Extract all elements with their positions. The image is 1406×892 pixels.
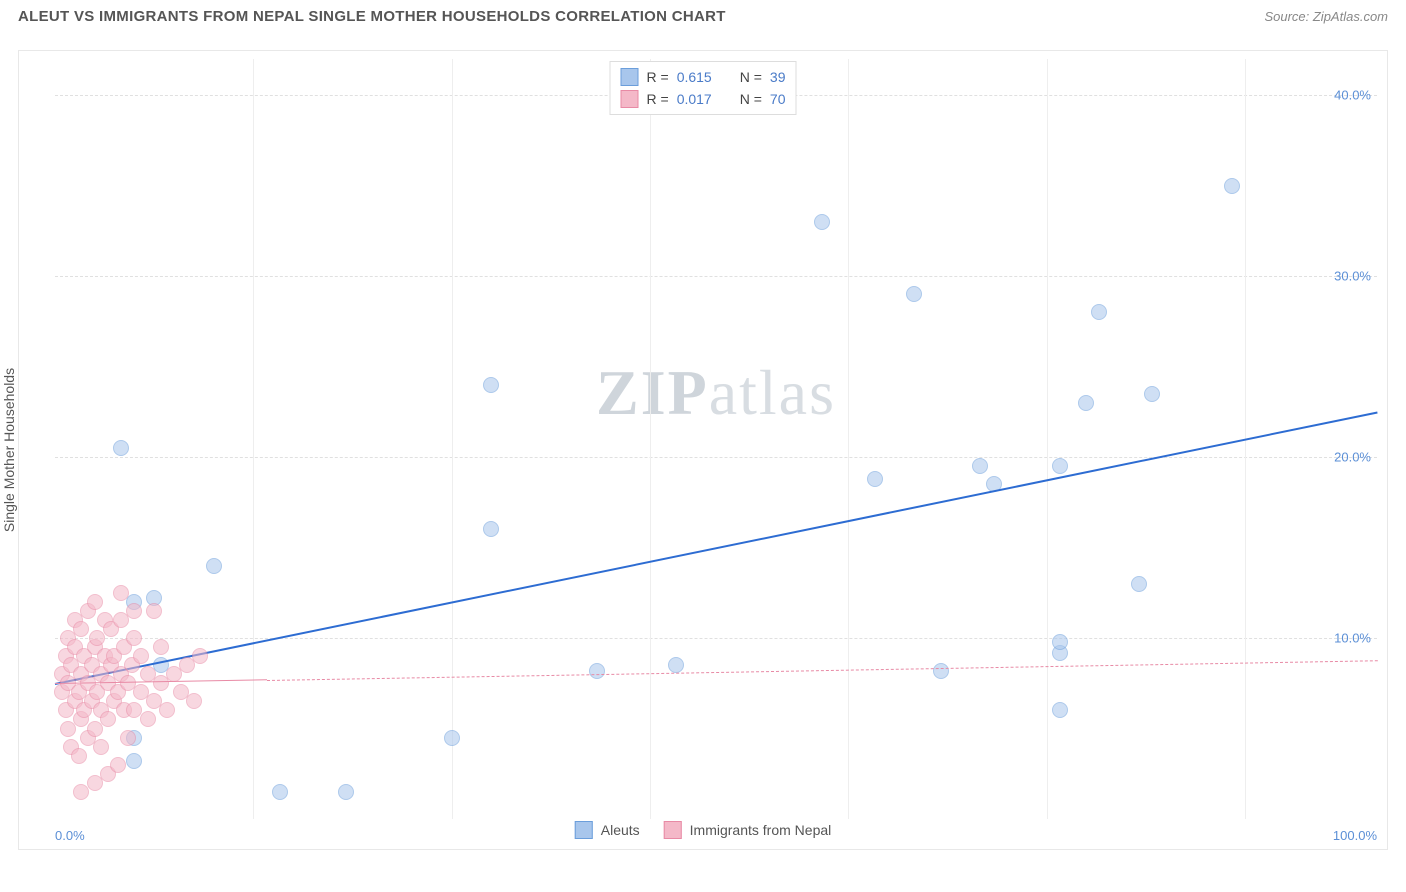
vgridline: [452, 59, 453, 819]
legend-swatch: [575, 821, 593, 839]
data-point: [206, 558, 222, 574]
data-point: [867, 471, 883, 487]
data-point: [1078, 395, 1094, 411]
data-point: [100, 711, 116, 727]
legend-stat-row: R = 0.615 N = 39: [621, 66, 786, 88]
r-label: R =: [647, 69, 669, 85]
data-point: [120, 730, 136, 746]
data-point: [159, 702, 175, 718]
legend-swatch: [621, 68, 639, 86]
x-axis-max: 100.0%: [1333, 828, 1377, 843]
vgridline: [253, 59, 254, 819]
legend-item: Immigrants from Nepal: [664, 821, 832, 839]
data-point: [444, 730, 460, 746]
r-value: 0.615: [677, 69, 712, 85]
data-point: [1052, 634, 1068, 650]
y-tick-label: 20.0%: [1334, 450, 1371, 465]
x-axis-min: 0.0%: [55, 828, 85, 843]
data-point: [1144, 386, 1160, 402]
y-tick-label: 40.0%: [1334, 88, 1371, 103]
legend-stats: R = 0.615 N = 39 R = 0.017 N = 70: [610, 61, 797, 115]
data-point: [113, 585, 129, 601]
data-point: [906, 286, 922, 302]
data-point: [71, 748, 87, 764]
vgridline: [848, 59, 849, 819]
data-point: [110, 757, 126, 773]
watermark: ZIPatlas: [596, 356, 836, 430]
r-value: 0.017: [677, 91, 712, 107]
data-point: [93, 739, 109, 755]
trend-line: [267, 660, 1377, 681]
data-point: [1224, 178, 1240, 194]
data-point: [186, 693, 202, 709]
data-point: [113, 440, 129, 456]
data-point: [126, 753, 142, 769]
chart-container: Single Mother Households ZIPatlas 10.0%2…: [18, 50, 1388, 850]
data-point: [140, 711, 156, 727]
n-label: N =: [740, 91, 762, 107]
plot-area: ZIPatlas 10.0% 20.0% 30.0% 40.0%: [55, 59, 1377, 819]
r-label: R =: [647, 91, 669, 107]
legend-item: Aleuts: [575, 821, 640, 839]
data-point: [73, 621, 89, 637]
data-point: [483, 521, 499, 537]
data-point: [1131, 576, 1147, 592]
data-point: [589, 663, 605, 679]
chart-title: ALEUT VS IMMIGRANTS FROM NEPAL SINGLE MO…: [18, 8, 726, 25]
data-point: [153, 639, 169, 655]
data-point: [126, 603, 142, 619]
data-point: [1052, 702, 1068, 718]
data-point: [87, 594, 103, 610]
vgridline: [650, 59, 651, 819]
data-point: [126, 630, 142, 646]
y-tick-label: 30.0%: [1334, 269, 1371, 284]
data-point: [87, 775, 103, 791]
data-point: [133, 648, 149, 664]
data-point: [483, 377, 499, 393]
legend-stat-row: R = 0.017 N = 70: [621, 88, 786, 110]
data-point: [1091, 304, 1107, 320]
n-value: 39: [770, 69, 786, 85]
legend-label: Immigrants from Nepal: [690, 822, 832, 838]
data-point: [192, 648, 208, 664]
data-point: [338, 784, 354, 800]
data-point: [814, 214, 830, 230]
data-point: [146, 603, 162, 619]
n-label: N =: [740, 69, 762, 85]
n-value: 70: [770, 91, 786, 107]
data-point: [972, 458, 988, 474]
legend-swatch: [664, 821, 682, 839]
data-point: [933, 663, 949, 679]
legend-series: Aleuts Immigrants from Nepal: [575, 821, 832, 839]
y-axis-label: Single Mother Households: [1, 368, 17, 532]
data-point: [1052, 458, 1068, 474]
legend-swatch: [621, 90, 639, 108]
source-label: Source: ZipAtlas.com: [1264, 9, 1388, 24]
legend-label: Aleuts: [601, 822, 640, 838]
vgridline: [1047, 59, 1048, 819]
data-point: [668, 657, 684, 673]
y-tick-label: 10.0%: [1334, 631, 1371, 646]
data-point: [272, 784, 288, 800]
